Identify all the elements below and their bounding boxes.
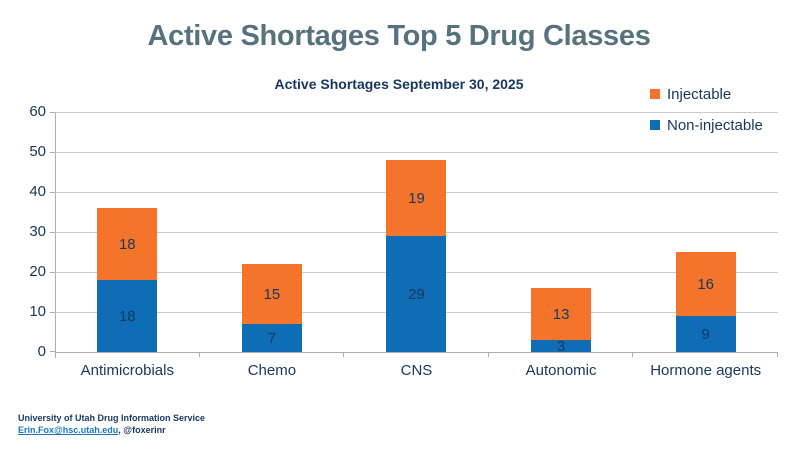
bar-segment-non-injectable: 3 <box>531 337 592 355</box>
bar-value-label: 18 <box>118 307 136 325</box>
bar-column: 15 7 <box>200 112 345 352</box>
legend-item: Non-injectable <box>650 115 763 135</box>
legend-label: Injectable <box>667 85 732 103</box>
gridline <box>55 112 778 113</box>
bar-column: 18 18 <box>55 112 200 352</box>
legend-swatch-non-injectable <box>650 120 660 130</box>
bar-value-label: 7 <box>267 329 277 347</box>
x-axis-tick <box>487 352 489 357</box>
bar-segment-injectable: 19 <box>386 160 447 236</box>
gridline <box>55 152 778 153</box>
y-axis-tick <box>50 272 55 273</box>
x-axis-tick <box>632 352 634 357</box>
x-axis-label: Antimicrobials <box>80 362 174 379</box>
bar-segment-non-injectable: 18 <box>97 280 158 352</box>
bar-segment-injectable: 13 <box>531 288 592 340</box>
y-axis-label: 30 <box>29 223 46 240</box>
footer-source-line: University of Utah Drug Information Serv… <box>18 413 206 423</box>
bar-stack: 13 3 <box>531 288 592 355</box>
y-axis-tick <box>50 112 55 113</box>
bar-value-label: 15 <box>263 285 281 303</box>
x-axis-label: Hormone agents <box>650 362 762 379</box>
bar-segment-injectable: 15 <box>241 264 302 324</box>
legend-item: Injectable <box>650 84 763 104</box>
bar-value-label: 18 <box>118 235 136 253</box>
bar-segment-injectable: 16 <box>675 252 736 316</box>
email-link[interactable]: Erin.Fox@hsc.utah.edu <box>18 425 119 435</box>
bar-value-label: 3 <box>556 337 566 355</box>
y-axis-label: 60 <box>29 103 46 120</box>
x-axis-tick <box>777 352 778 357</box>
bars-row: 18 18 15 7 19 29 13 3 16 9 <box>55 112 778 355</box>
bar-value-label: 29 <box>408 285 425 303</box>
bar-segment-injectable: 18 <box>97 208 158 280</box>
footer-contact-line: Erin.Fox@hsc.utah.edu, @foxerinr <box>18 424 205 436</box>
bar-column: 13 3 <box>489 112 634 355</box>
y-axis-label: 20 <box>29 263 46 280</box>
x-axis-tick <box>198 352 200 357</box>
twitter-handle: , @foxerinr <box>118 425 166 435</box>
x-axis-label: CNS <box>400 362 433 379</box>
legend-swatch-injectable <box>650 89 660 99</box>
bar-value-label: 16 <box>697 275 715 293</box>
plot-area: 18 18 15 7 19 29 13 3 16 9 <box>50 112 778 358</box>
y-axis-tick <box>50 192 55 193</box>
bar-stack: 19 29 <box>386 160 447 352</box>
bar-segment-non-injectable: 29 <box>386 236 447 352</box>
bar-value-label: 9 <box>701 325 710 343</box>
bar-stack: 15 7 <box>241 264 302 352</box>
x-axis-label: Autonomic <box>525 362 597 379</box>
y-axis-tick <box>50 312 55 313</box>
y-axis-label: 40 <box>29 183 46 200</box>
x-axis-label: Chemo <box>247 362 297 379</box>
y-axis-label: 10 <box>29 303 46 320</box>
bar-stack: 16 9 <box>675 252 736 352</box>
chart-subtitle: Active Shortages September 30, 2025 <box>274 76 524 92</box>
y-axis-label: 50 <box>29 143 46 160</box>
legend-label: Non-injectable <box>667 116 763 134</box>
y-axis-labels: 0 10 20 30 40 50 60 <box>0 103 46 360</box>
y-axis-tick <box>50 152 55 153</box>
bar-column: 19 29 <box>344 112 489 352</box>
y-axis-tick <box>50 232 55 233</box>
footer: University of Utah Drug Information Serv… <box>18 412 205 436</box>
x-axis-labels: Antimicrobials Chemo CNS Autonomic Hormone a… <box>55 362 778 379</box>
bar-value-label: 19 <box>408 189 425 207</box>
bar-segment-non-injectable: 7 <box>241 324 302 352</box>
bar-value-label: 13 <box>552 305 570 323</box>
bar-segment-non-injectable: 9 <box>675 316 736 352</box>
bar-column: 16 9 <box>633 112 778 352</box>
page-title: Active Shortages Top 5 Drug Classes <box>147 20 651 52</box>
legend: Injectable Non-injectable <box>650 84 763 146</box>
bar-stack: 18 18 <box>97 208 158 352</box>
y-axis-tick <box>50 351 55 352</box>
x-axis-tick <box>343 352 345 357</box>
y-axis-label: 0 <box>37 343 46 360</box>
